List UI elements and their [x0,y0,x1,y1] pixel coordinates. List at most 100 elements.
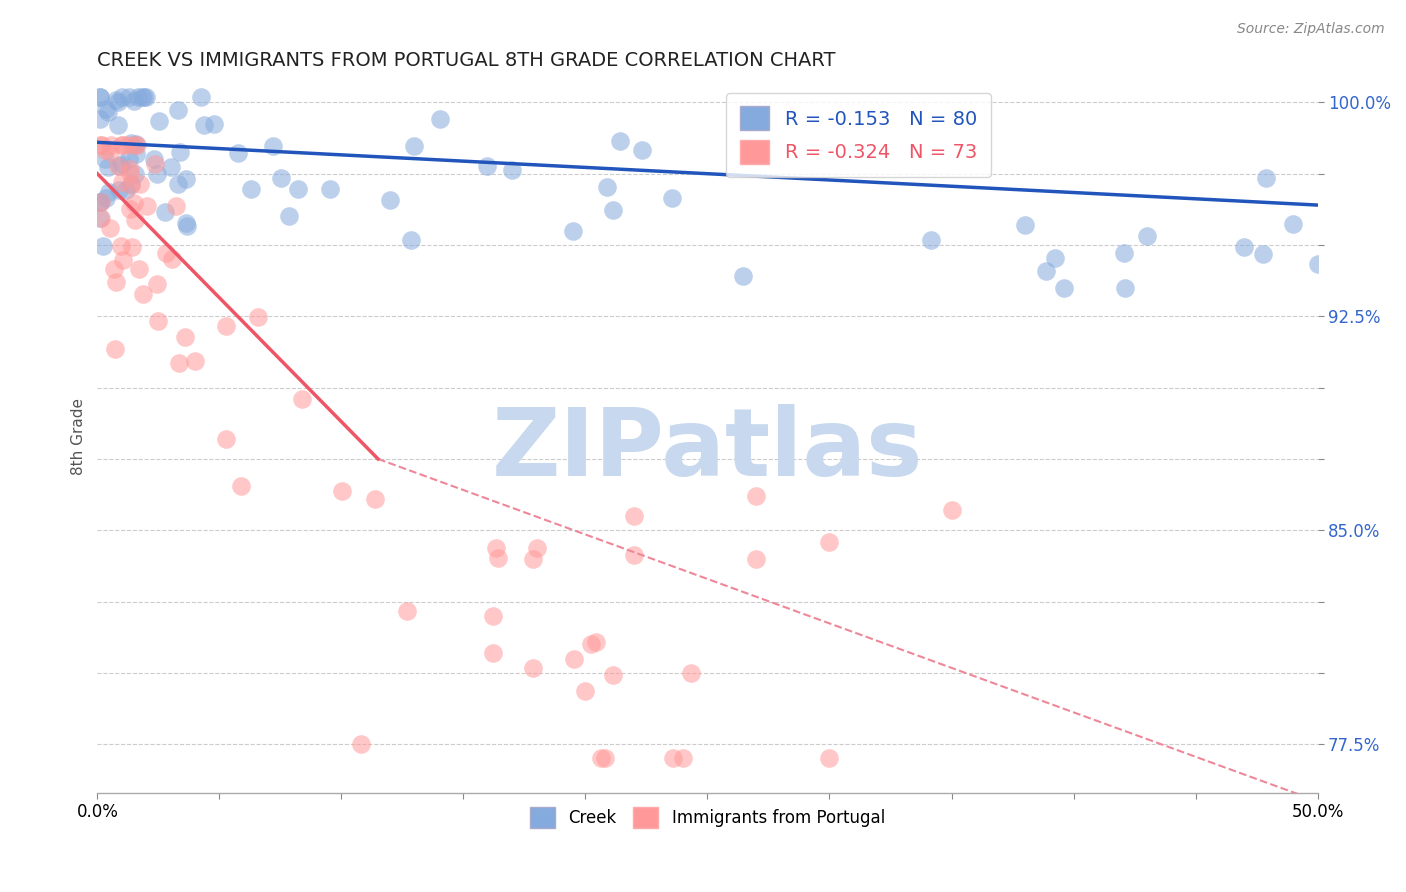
Legend: Creek, Immigrants from Portugal: Creek, Immigrants from Portugal [523,801,891,834]
Point [129,177,152,191]
Point [110,239,132,253]
Point [132,89,155,103]
Point [941,503,963,517]
Point [350,737,373,751]
Point [1251,247,1274,261]
Point [124,212,146,227]
Point [122,196,145,211]
Point [105,93,128,107]
Point [97,104,120,119]
Point [485,541,508,555]
Point [486,551,509,566]
Point [135,89,157,103]
Point [1112,246,1135,260]
Point [482,646,505,660]
Point [120,178,142,192]
Point [1256,171,1278,186]
Point [396,603,419,617]
Y-axis label: 8th Grade: 8th Grade [72,398,86,475]
Point [98,145,121,159]
Point [90,138,112,153]
Point [609,134,631,148]
Point [108,183,131,197]
Point [107,95,129,109]
Point [89,211,111,225]
Point [121,240,143,254]
Point [118,89,141,103]
Point [122,94,145,108]
Point [661,191,683,205]
Point [146,167,169,181]
Point [124,167,146,181]
Point [167,178,190,192]
Point [287,182,309,196]
Point [100,138,122,153]
Point [127,138,149,153]
Point [319,182,342,196]
Point [98,221,121,235]
Point [110,157,132,171]
Point [481,608,503,623]
Point [270,171,292,186]
Point [215,432,238,446]
Point [97,160,120,174]
Point [745,551,768,566]
Point [89,138,111,153]
Point [174,172,197,186]
Point [127,89,149,103]
Point [595,179,617,194]
Point [522,661,544,675]
Text: Source: ZipAtlas.com: Source: ZipAtlas.com [1237,22,1385,37]
Point [591,751,613,765]
Point [401,233,423,247]
Point [818,751,841,765]
Point [585,635,607,649]
Point [148,113,170,128]
Point [662,751,685,765]
Point [94,143,117,157]
Point [94,152,117,166]
Point [920,233,942,247]
Point [247,310,270,324]
Point [429,112,451,126]
Point [89,194,111,209]
Point [1306,256,1329,270]
Point [143,152,166,166]
Point [104,275,127,289]
Point [143,156,166,170]
Point [120,162,142,177]
Point [501,163,523,178]
Point [111,89,134,103]
Point [167,356,190,370]
Point [1114,281,1136,295]
Point [193,118,215,132]
Point [818,534,841,549]
Point [202,117,225,131]
Point [278,210,301,224]
Point [602,667,624,681]
Point [91,238,114,252]
Point [630,143,652,157]
Point [89,194,111,209]
Point [330,483,353,498]
Point [404,138,426,153]
Point [215,319,238,334]
Point [1014,218,1036,232]
Point [562,651,585,665]
Point [190,89,212,103]
Point [135,199,157,213]
Point [623,548,645,562]
Point [1282,217,1305,231]
Point [103,261,125,276]
Point [239,182,262,196]
Point [89,112,111,126]
Point [96,102,118,116]
Point [111,138,134,153]
Point [522,552,544,566]
Point [1035,264,1057,278]
Point [681,665,703,680]
Point [581,637,603,651]
Point [1233,240,1256,254]
Point [108,159,131,173]
Point [745,489,768,503]
